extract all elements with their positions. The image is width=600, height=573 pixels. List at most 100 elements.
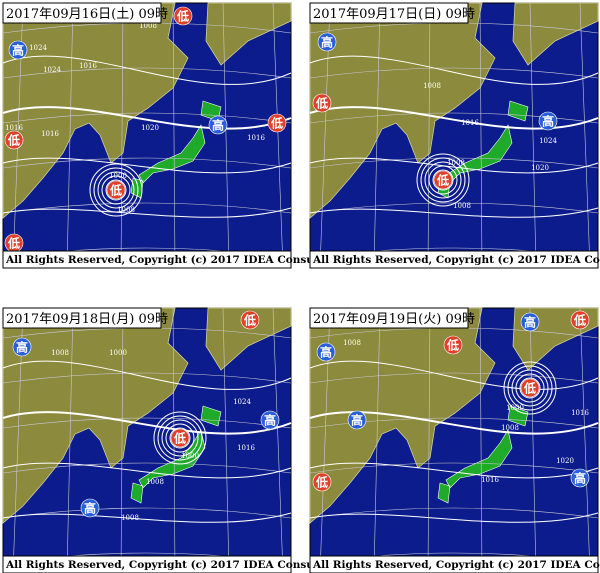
latitude-line (309, 462, 599, 474)
latitude-line (2, 112, 292, 124)
copyright: All Rights Reserved, Copyright (c) 2017 … (312, 254, 600, 266)
pressure-system: 低 (436, 173, 449, 188)
isobar (2, 55, 292, 85)
longitude-line (427, 2, 431, 269)
isobar-label: 1008 (146, 478, 164, 486)
isobar (2, 207, 292, 218)
copyright: All Rights Reserved, Copyright (c) 2017 … (5, 559, 357, 571)
isobar (511, 369, 549, 407)
panel-title: 2017年09月17日(日) 09時 (313, 7, 475, 22)
pressure-system: 低 (7, 236, 20, 251)
longitude-line (373, 307, 381, 573)
pressure-marker (173, 6, 193, 26)
isobar (309, 55, 599, 85)
pressure-system: 高 (321, 35, 333, 50)
panel-title: 2017年09月19日(火) 09時 (313, 312, 475, 327)
pressure-marker (240, 310, 260, 330)
latitude-line (2, 507, 292, 519)
pressure-marker (312, 93, 332, 113)
latitude-line (309, 417, 599, 429)
pressure-system: 高 (84, 501, 96, 516)
title-box (309, 307, 469, 329)
isobar-label: 1008 (139, 22, 157, 30)
pressure-marker (106, 180, 126, 200)
longitude-line (66, 307, 74, 573)
isobar (93, 167, 139, 213)
isobar-label: 1000 (506, 404, 524, 412)
map-panel: 100810161024102010081008高低高低2017年09月17日(… (309, 2, 600, 269)
isobar-label: 1008 (117, 206, 135, 214)
isobar-label: 1016 (5, 124, 23, 132)
pressure-system: 低 (270, 116, 283, 131)
isobar (2, 512, 292, 523)
latitude-line (2, 417, 292, 429)
pressure-system: 低 (573, 313, 586, 328)
isobar (153, 411, 207, 465)
isobar (515, 373, 545, 403)
longitude-line (529, 2, 537, 269)
copyright: All Rights Reserved, Copyright (c) 2017 … (5, 254, 357, 266)
isobar-label: 1008 (423, 82, 441, 90)
latitude-line (2, 157, 292, 169)
isobar (424, 161, 462, 199)
isobar (519, 377, 541, 399)
map-panel: 1024 1024 1016 1008 1016 1016 1020 1016 1000 1008… (2, 2, 357, 269)
pressure-marker (520, 312, 540, 332)
isobar (507, 365, 553, 411)
pressure-marker (170, 428, 190, 448)
isobar (309, 106, 599, 130)
longitude-line (579, 307, 591, 573)
title-box (309, 2, 469, 24)
longitude-line (222, 307, 230, 573)
isobar-label: 1008 (343, 339, 361, 347)
pressure-marker (208, 115, 228, 135)
pressure-marker (317, 32, 337, 52)
pressure-marker (8, 40, 28, 60)
pressure-system: 高 (12, 43, 24, 58)
panel-title: 2017年09月18日(月) 09時 (6, 312, 168, 327)
isobar-label: 1008 (121, 514, 139, 522)
isobar (416, 153, 470, 207)
longitude-line (579, 2, 591, 269)
isobar-label: 1016 (247, 134, 265, 142)
pressure-system: 高 (264, 413, 276, 428)
isobar-label: 1008 (447, 159, 465, 167)
isobar-label: 1000 (109, 349, 127, 357)
longitude-line (222, 2, 230, 269)
japan (130, 405, 222, 504)
copyright-bar (2, 250, 292, 269)
isobar-label: 1020 (556, 457, 574, 465)
isobar (309, 360, 599, 390)
pressure-system: 低 (7, 133, 20, 148)
isobar-label: 1008 (501, 424, 519, 432)
isobar-label: 1008 (51, 349, 69, 357)
isobar (309, 411, 599, 435)
isobar-label: 1016 (79, 62, 97, 70)
panel-title: 2017年09月16日(土) 09時 (6, 7, 168, 22)
title-box (2, 2, 162, 24)
latitude-line (2, 462, 292, 474)
pressure-marker (312, 472, 332, 492)
pressure-marker (4, 130, 24, 150)
isobar-label: 1016 (571, 409, 589, 417)
copyright-bar (309, 555, 599, 573)
pressure-system: 低 (173, 431, 186, 446)
pressure-marker (80, 498, 100, 518)
latitude-line (2, 202, 292, 214)
latitude-line (309, 507, 599, 519)
isobar (432, 169, 454, 191)
pressure-system: 高 (212, 118, 224, 133)
pressure-system: 高 (320, 345, 332, 360)
isobar (503, 361, 557, 415)
isobar-label: 1024 (539, 137, 557, 145)
pressure-system: 低 (109, 183, 122, 198)
latitude-line (309, 202, 599, 214)
isobar (309, 512, 599, 523)
pressure-marker (570, 468, 590, 488)
latitude-line (2, 372, 292, 384)
longitude-line (120, 2, 124, 269)
isobar (157, 415, 203, 461)
isobar (161, 419, 199, 457)
pressure-system: 高 (574, 471, 586, 486)
